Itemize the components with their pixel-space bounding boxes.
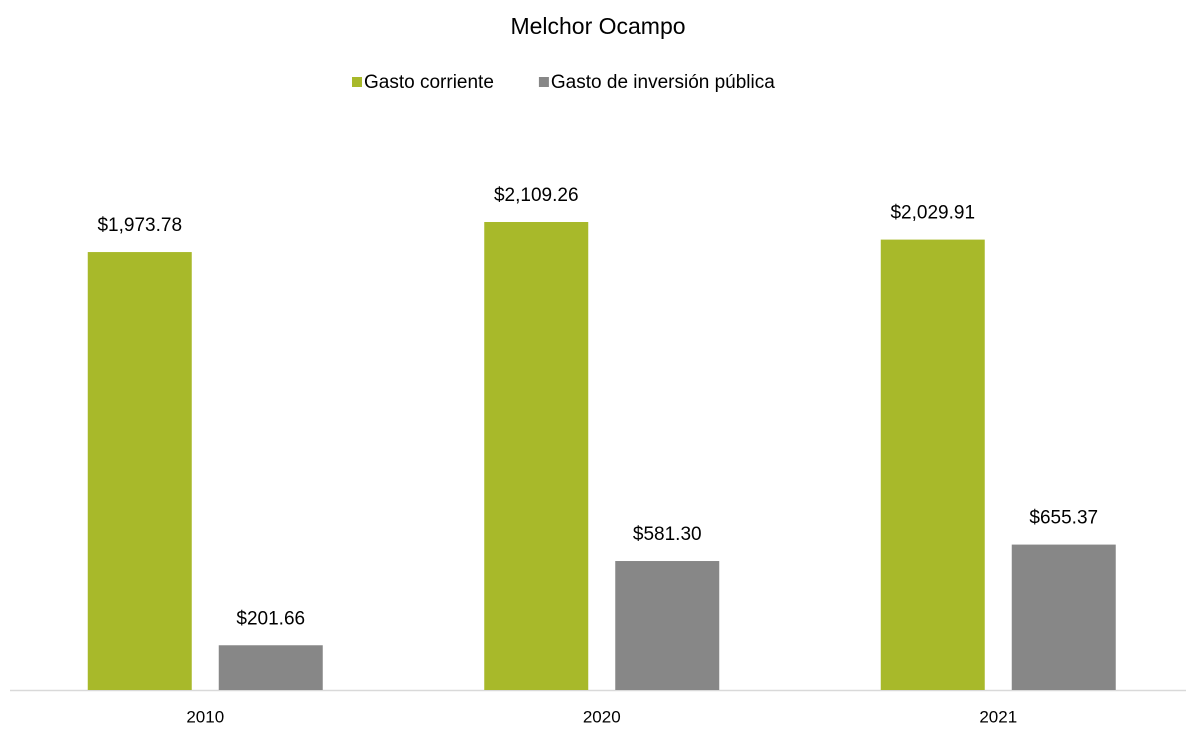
data-label: $201.66 <box>236 608 305 629</box>
data-label: $2,109.26 <box>494 185 579 206</box>
bar <box>1011 544 1116 690</box>
bar <box>880 239 985 690</box>
legend-swatch <box>352 77 362 87</box>
bar <box>484 222 589 690</box>
legend-label: Gasto corriente <box>364 72 494 93</box>
data-label: $2,029.91 <box>890 203 975 224</box>
x-tick-label: 2021 <box>979 707 1017 726</box>
bar <box>218 645 323 690</box>
data-label: $581.30 <box>633 524 702 545</box>
legend-swatch <box>538 77 549 87</box>
bar <box>87 252 192 691</box>
bar <box>615 561 720 690</box>
legend-label: Gasto de inversión pública <box>551 72 775 93</box>
data-label: $1,973.78 <box>97 215 182 236</box>
chart-title: Melchor Ocampo <box>510 13 685 39</box>
x-tick-label: 2010 <box>186 707 224 726</box>
x-tick-label: 2020 <box>583 707 621 726</box>
data-label: $655.37 <box>1029 508 1098 529</box>
